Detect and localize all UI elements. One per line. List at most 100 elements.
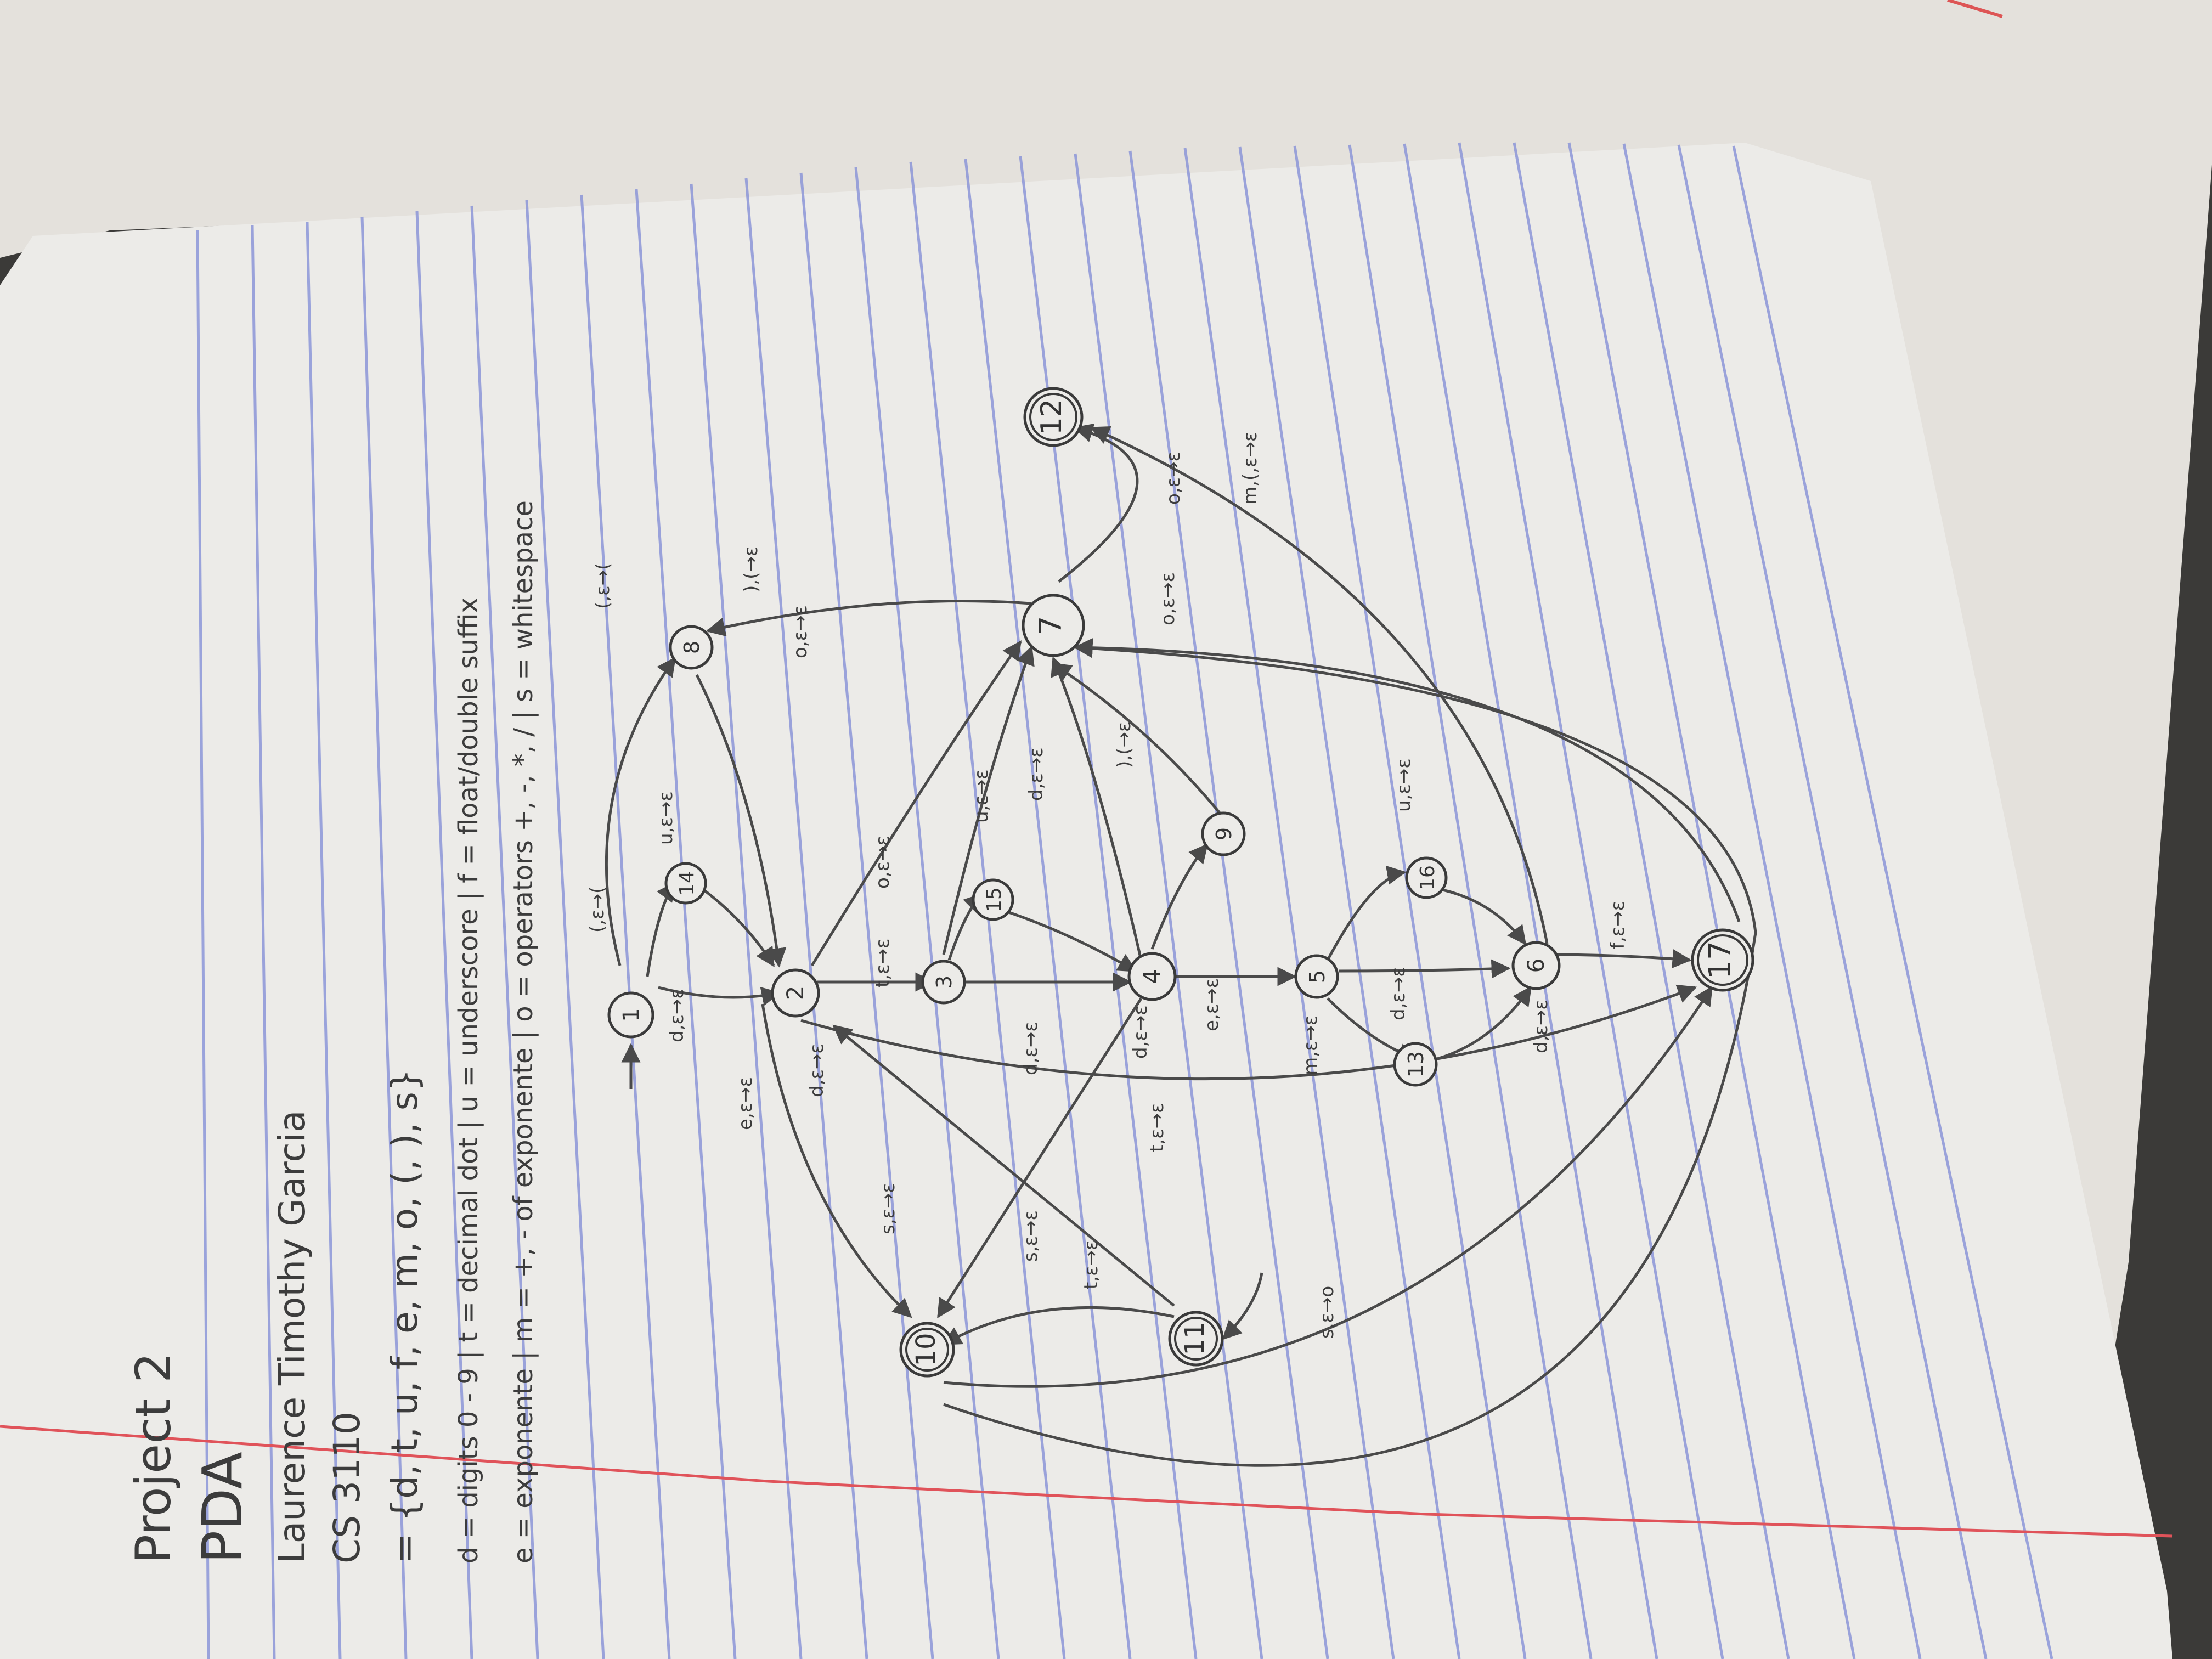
state-label: 13 <box>1404 1051 1428 1077</box>
state-16: 16 <box>1405 856 1448 899</box>
transition-edges <box>605 424 1757 1467</box>
state-circle <box>1023 387 1084 447</box>
state-label: 11 <box>1180 1322 1210 1355</box>
edge-label: e,ε→ε <box>735 1077 757 1130</box>
state-13: 13 <box>1393 1042 1438 1087</box>
edge-2-10 <box>761 1003 912 1318</box>
edge-4-7 <box>1051 656 1143 961</box>
project-title: Project 2 <box>125 1352 182 1564</box>
edge-6-12 <box>1090 426 1549 944</box>
state-label: 6 <box>1522 958 1549 973</box>
edge-label: u,ε→ε <box>970 769 992 823</box>
state-circle <box>669 625 714 670</box>
state-circle <box>921 960 966 1005</box>
edge-4-9 <box>1150 843 1209 950</box>
course-code: CS 3110 <box>326 1412 368 1564</box>
edge-label: ),(→ε <box>740 546 762 592</box>
state-circle <box>972 878 1014 921</box>
edge-6-17 <box>1547 949 1692 969</box>
state-11: 11 <box>1168 1311 1224 1367</box>
edge-15-4 <box>1003 909 1138 973</box>
accept-ring <box>1029 393 1077 441</box>
state-label: 5 <box>1305 970 1329 983</box>
header-block: Project 2 PDA Laurence Timothy Garcia CS… <box>125 500 539 1564</box>
edge-label: m,ε→ε <box>1300 1015 1322 1075</box>
state-label: 4 <box>1138 969 1165 984</box>
state-label: 9 <box>1212 827 1236 840</box>
edge-label: d,ε→ε <box>1020 1022 1042 1075</box>
state-label: 3 <box>932 975 956 989</box>
edge-label: d,ε→ε <box>1025 747 1047 801</box>
state-label: 16 <box>1417 865 1439 890</box>
edge-big-loop <box>943 639 1757 1467</box>
edge-label: f,ε→ε <box>1607 901 1629 949</box>
state-17: 17 <box>1691 928 1754 992</box>
state-4: 4 <box>1127 952 1177 1001</box>
edge-10-17 <box>943 986 1713 1388</box>
edge-label: o,ε→ε <box>1157 572 1179 625</box>
edge-label: (,ε→( <box>592 563 614 609</box>
edge-3-7 <box>942 645 1035 955</box>
edge-7-8 <box>706 600 1032 637</box>
edge-label: d,ε→ε <box>666 989 688 1042</box>
accept-ring <box>905 1328 949 1372</box>
edge-1-2 <box>658 986 781 1006</box>
state-circle <box>1022 594 1085 657</box>
state-14: 14 <box>664 862 707 905</box>
edge-label: ),(→ε <box>1113 722 1135 768</box>
notebook-back-page <box>0 0 2212 1591</box>
state-label: 1 <box>619 1008 644 1022</box>
state-7: 7 <box>1022 594 1085 657</box>
legend-line-2: e = exponente | m = +, - of exponente | … <box>508 500 539 1564</box>
state-12: 12 <box>1023 387 1084 447</box>
edge-label: s,ε→ε <box>1020 1210 1042 1262</box>
edge-label: o,ε→ε <box>789 605 811 658</box>
edge-label: o,ε→ε <box>1163 452 1184 505</box>
edge-label: s,ε→ε <box>877 1183 899 1234</box>
state-2: 2 <box>771 968 820 1018</box>
edge-label: t,ε→ε <box>1146 1103 1168 1152</box>
state-label: 10 <box>911 1333 941 1366</box>
state-circle <box>664 862 707 905</box>
edge-label: (,ε→( <box>586 887 608 933</box>
state-15: 15 <box>972 878 1014 921</box>
edge-16-6 <box>1437 887 1527 945</box>
state-circle <box>607 991 654 1039</box>
edge-label: d,ε→ε <box>1530 1000 1552 1053</box>
edge-label: u,ε→ε <box>1393 758 1415 812</box>
edge-1-8 <box>605 657 676 966</box>
state-circle <box>1127 952 1177 1001</box>
state-circle <box>1691 928 1754 992</box>
state-label: 8 <box>680 641 704 654</box>
edge-17-7 <box>1073 638 1741 922</box>
edge-label: m,(,ε→ε <box>1239 432 1261 505</box>
edge-label: u,ε→ε <box>655 791 677 845</box>
transition-labels: d,ε→ε (,ε→( (,ε→( t,ε→ε d,ε→ε e,ε→ε d,ε→… <box>586 432 1629 1339</box>
state-circle <box>1405 856 1448 899</box>
edge-label: d,ε→ε <box>1130 1005 1152 1059</box>
state-circle <box>771 968 820 1018</box>
state-8: 8 <box>669 625 714 670</box>
alphabet-definition: = {d, t, u, f, e, m, o, (, ), s} <box>383 1069 426 1564</box>
notebook-page <box>0 142 2173 1659</box>
edge-8-2 <box>695 674 787 968</box>
state-1: 1 <box>607 991 654 1039</box>
edge-label: s,ε→o <box>1316 1286 1338 1339</box>
edge-label: d,ε→ε <box>806 1043 828 1097</box>
accept-ring <box>1697 934 1748 986</box>
state-10: 10 <box>899 1322 955 1378</box>
legend-line-1: d = digits 0 - 9 | t = decimal dot | u =… <box>453 597 484 1564</box>
edge-label: o,ε→ε <box>872 836 894 889</box>
edge-13-6 <box>1437 986 1532 1060</box>
edge-5-16 <box>1326 865 1407 961</box>
project-subtitle: PDA <box>190 1452 255 1564</box>
author-name: Laurence Timothy Garcia <box>271 1110 313 1564</box>
state-5: 5 <box>1294 954 1339 999</box>
state-6: 6 <box>1511 941 1561 990</box>
state-label: 15 <box>983 887 1006 912</box>
edge-2-17 <box>800 984 1697 1081</box>
state-9: 9 <box>1201 811 1246 856</box>
state-circle <box>899 1322 955 1378</box>
state-3: 3 <box>921 960 966 1005</box>
